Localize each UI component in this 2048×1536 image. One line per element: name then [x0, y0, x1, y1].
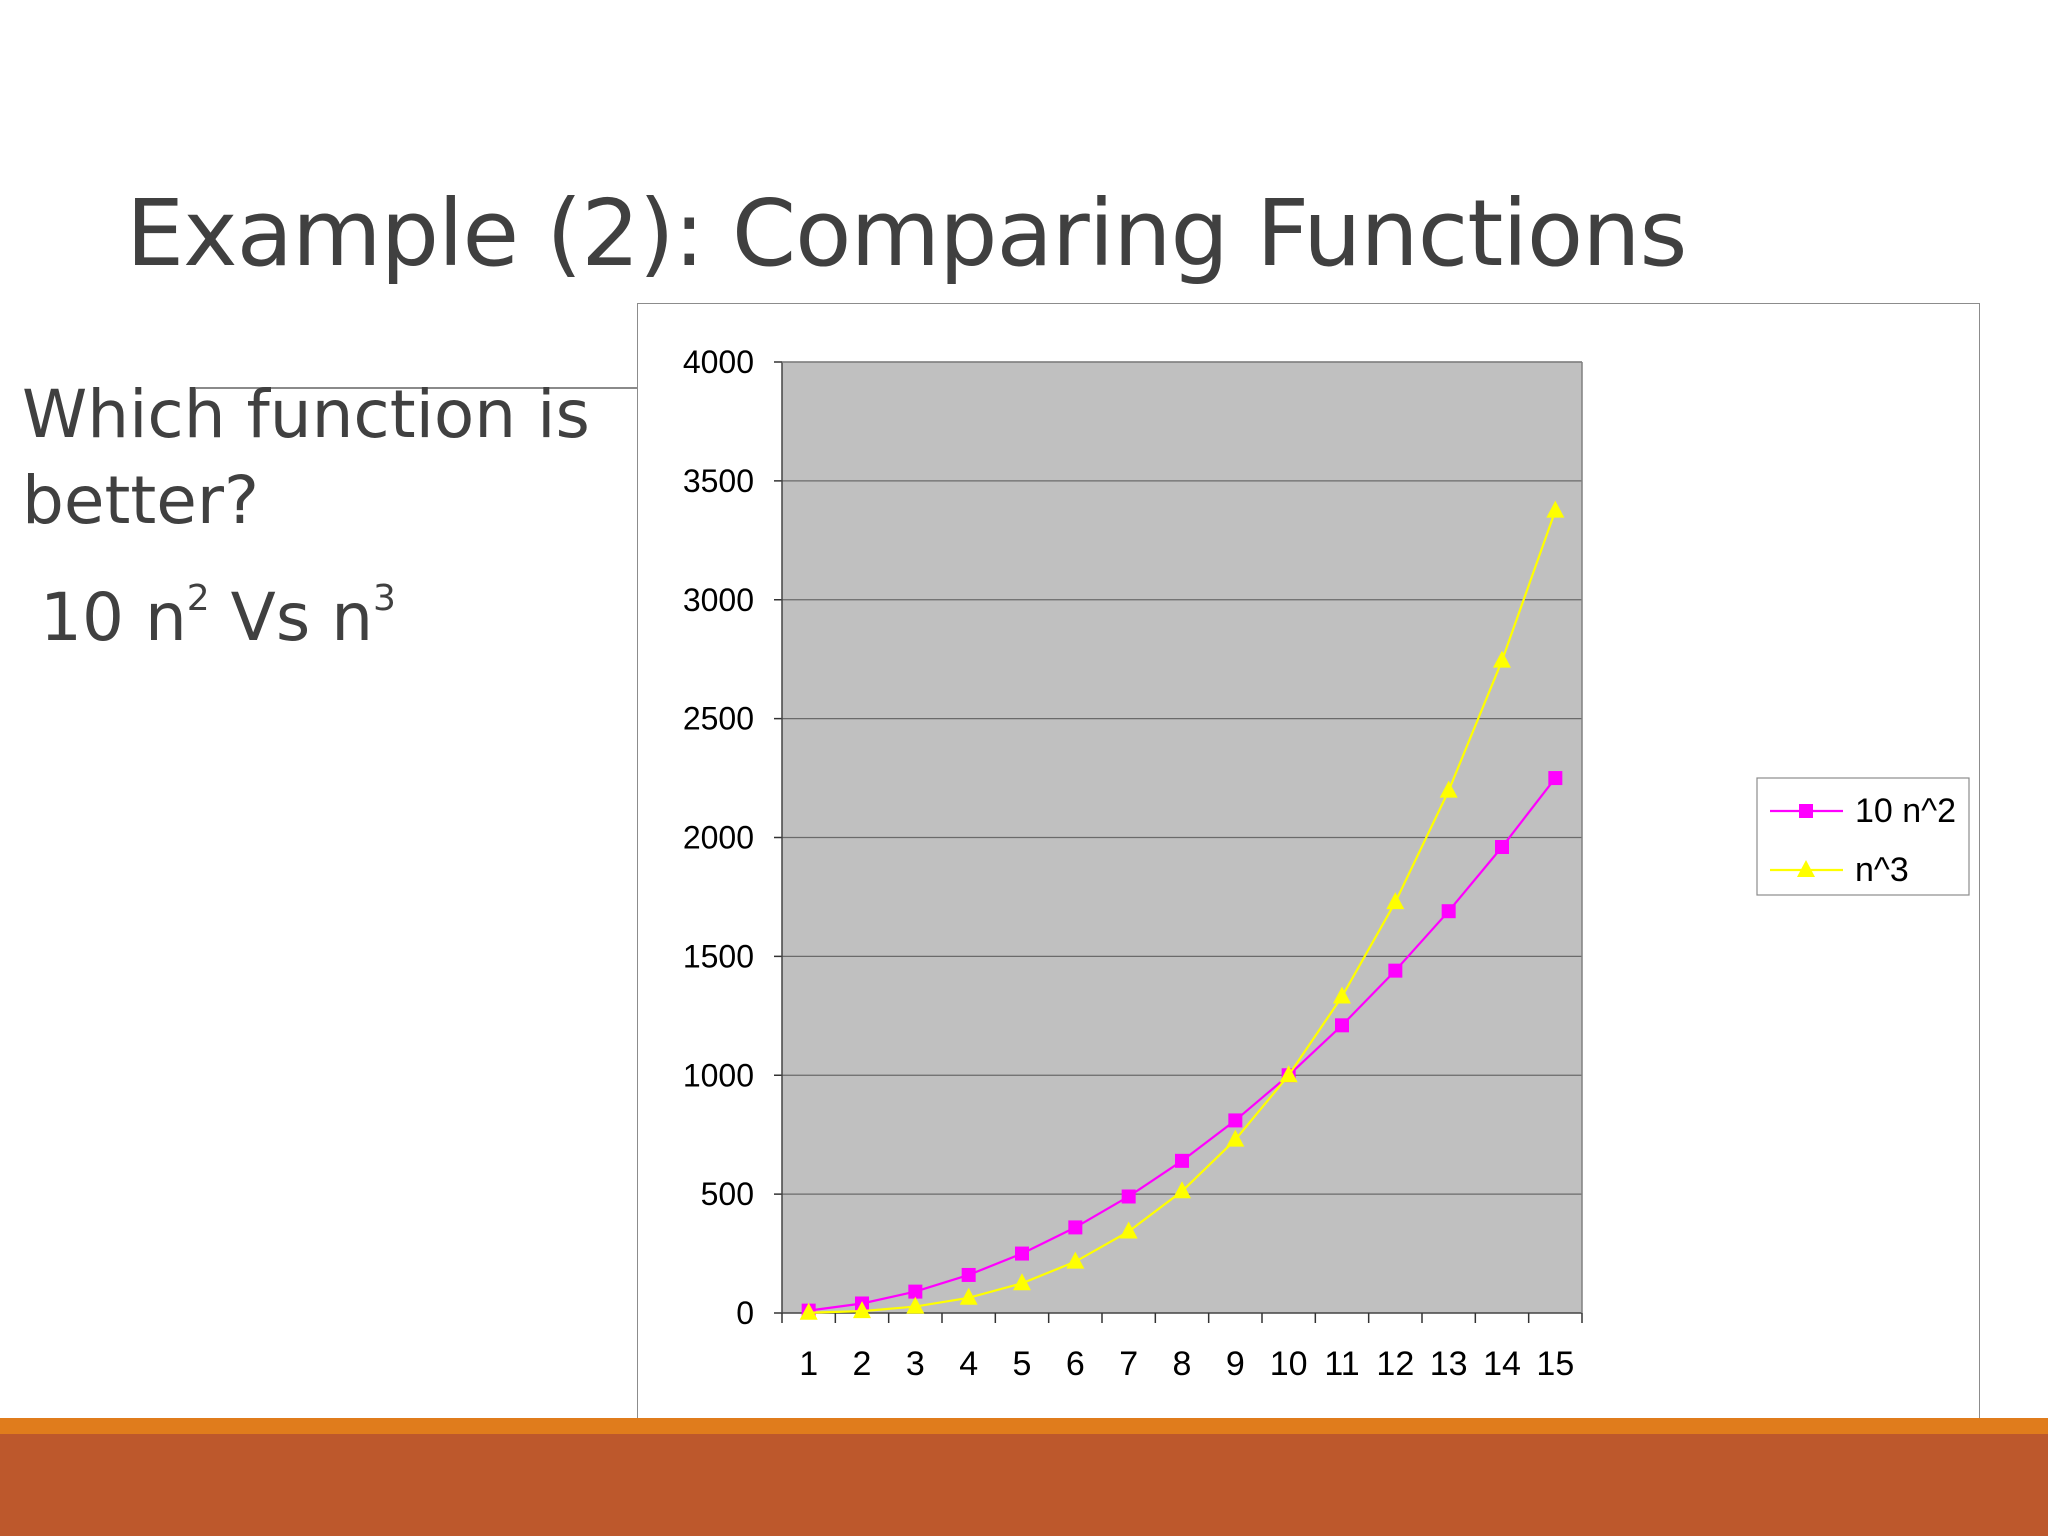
x-tick-label: 9: [1226, 1345, 1245, 1383]
data-point: [1495, 840, 1509, 855]
data-point: [1441, 904, 1456, 919]
y-tick-label: 1000: [683, 1057, 754, 1093]
x-tick-label: 2: [853, 1345, 872, 1383]
function-comparison: 10 n2 Vs n3: [40, 578, 396, 656]
question-text: Which function is better?: [22, 376, 590, 539]
slide-title: Example (2): Comparing Functions: [126, 180, 1687, 287]
footer-bar: [0, 1434, 2048, 1536]
x-tick-label: 4: [959, 1345, 978, 1383]
data-point: [1493, 650, 1511, 668]
function-a-base: 10 n: [40, 579, 187, 656]
data-point: [1388, 963, 1403, 978]
data-point: [959, 1287, 978, 1305]
y-tick-label: 3000: [683, 582, 754, 618]
data-point: [908, 1284, 923, 1299]
function-b-exponent: 3: [373, 578, 396, 619]
versus-text: Vs n: [209, 579, 374, 656]
data-point: [1066, 1251, 1085, 1269]
legend-marker: [1799, 804, 1813, 818]
y-tick-label: 0: [736, 1295, 754, 1331]
data-point: [1068, 1220, 1083, 1235]
data-point: [1335, 1018, 1349, 1033]
y-tick-label: 500: [701, 1176, 754, 1212]
y-tick-label: 4000: [683, 344, 754, 380]
data-point: [1279, 1065, 1298, 1083]
data-point: [906, 1296, 925, 1314]
data-point: [1546, 500, 1565, 518]
function-a-exponent: 2: [186, 578, 210, 619]
data-point: [1333, 986, 1351, 1004]
data-point: [1228, 1113, 1243, 1128]
title-divider: [196, 387, 638, 389]
data-point: [1548, 771, 1563, 786]
legend-marker: [1797, 860, 1815, 877]
data-point: [1119, 1221, 1138, 1239]
x-tick-label: 14: [1483, 1345, 1521, 1383]
data-point: [799, 1302, 818, 1320]
x-tick-label: 1: [799, 1345, 818, 1383]
x-tick-label: 11: [1324, 1345, 1359, 1383]
footer-accent-bar: [0, 1418, 2048, 1434]
data-point: [961, 1267, 976, 1282]
data-point: [1175, 1153, 1189, 1168]
x-tick-label: 8: [1173, 1345, 1192, 1383]
y-tick-label: 2000: [683, 820, 754, 856]
y-tick-label: 3500: [683, 463, 754, 499]
y-tick-label: 2500: [683, 701, 754, 737]
data-point: [1226, 1129, 1245, 1147]
legend-label: 10 n^2: [1855, 792, 1956, 830]
data-point: [1013, 1273, 1031, 1291]
data-point: [1173, 1181, 1191, 1199]
x-tick-label: 13: [1430, 1345, 1468, 1383]
data-point: [1015, 1246, 1029, 1261]
x-tick-label: 10: [1270, 1345, 1308, 1383]
data-point: [853, 1301, 871, 1319]
data-point: [1386, 892, 1405, 910]
data-point: [1439, 780, 1458, 798]
data-point: [1121, 1189, 1136, 1204]
x-tick-label: 5: [1013, 1345, 1032, 1383]
legend-label: n^3: [1855, 851, 1909, 889]
x-tick-label: 12: [1376, 1345, 1414, 1383]
x-tick-label: 15: [1536, 1345, 1574, 1383]
x-tick-label: 6: [1066, 1345, 1085, 1383]
legend-box: [1756, 777, 1970, 896]
y-tick-label: 1500: [683, 938, 754, 974]
x-tick-label: 3: [906, 1345, 925, 1383]
x-tick-label: 7: [1119, 1345, 1138, 1383]
